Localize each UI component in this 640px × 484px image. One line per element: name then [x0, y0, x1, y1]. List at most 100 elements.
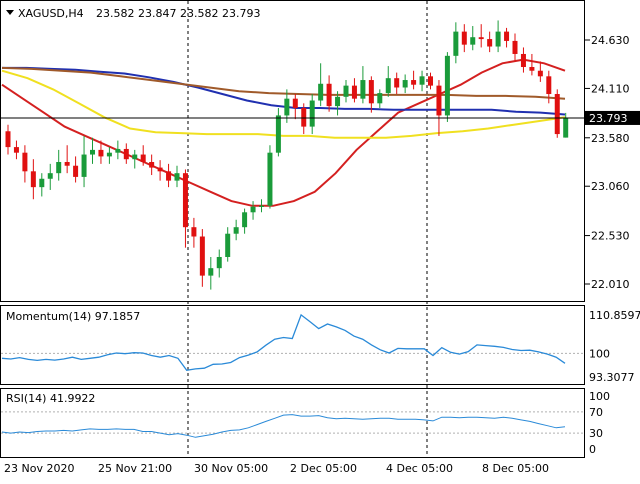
candle [259, 199, 264, 213]
candle [377, 89, 383, 108]
moving-average-red [1, 58, 566, 207]
moving-averages [1, 58, 566, 207]
candle [495, 20, 501, 53]
candle [30, 159, 36, 200]
current-price-tag: 23.793 [585, 110, 640, 125]
candle [318, 63, 324, 107]
momentum-line [1, 313, 566, 372]
rsi-axis: 100 70 30 0 [589, 390, 610, 456]
price-tick-3: 23.060 [585, 180, 630, 193]
time-axis: 23 Nov 2020 25 Nov 21:00 30 Nov 05:00 2 … [4, 462, 549, 475]
candle [242, 208, 248, 234]
price-tick-0: 24.630 [585, 34, 630, 47]
candle [436, 80, 442, 136]
candle [182, 169, 188, 248]
price-tick-1: 24.110 [585, 82, 630, 95]
candle [546, 70, 552, 104]
candle [360, 66, 366, 104]
candle [402, 74, 408, 94]
moving-average-brown [1, 66, 566, 100]
candle [394, 72, 400, 95]
candle [487, 31, 493, 53]
candle [98, 140, 104, 164]
momentum-tick-label: 100 [589, 347, 610, 360]
candle [563, 112, 569, 138]
candle [335, 91, 341, 116]
candle [461, 24, 467, 53]
moving-average-blue [2, 66, 566, 116]
rsi-line [1, 414, 566, 438]
candle [478, 24, 484, 48]
candle [343, 80, 349, 103]
price-tick-label: 23.060 [591, 180, 630, 193]
price-tick-label: 22.530 [591, 230, 630, 243]
chevron-down-icon[interactable] [6, 10, 14, 15]
time-tick-label: 4 Dec 05:00 [386, 462, 453, 475]
rsi-tick-label: 30 [589, 427, 603, 440]
candle [250, 201, 256, 220]
candle [166, 163, 172, 188]
symbol-label: XAGUSD,H4 [18, 7, 84, 20]
rsi-panel-frame [0, 388, 585, 458]
candle [149, 154, 155, 176]
chart-header: XAGUSD,H4 23.582 23.847 23.582 23.793 [6, 7, 260, 20]
candle [216, 249, 222, 278]
price-tick-label: 24.110 [591, 82, 630, 95]
candle [326, 75, 332, 112]
candle [56, 149, 62, 181]
candle [504, 27, 510, 48]
current-price-label: 23.793 [589, 112, 628, 125]
price-tick-2: 23.580 [585, 132, 630, 145]
time-tick-label: 30 Nov 05:00 [194, 462, 268, 475]
candle [81, 135, 87, 188]
candle [22, 145, 28, 183]
candle [157, 160, 163, 181]
candle [520, 47, 526, 73]
candle [301, 103, 307, 135]
candle [106, 147, 112, 164]
candle [275, 107, 281, 157]
candle [73, 156, 79, 183]
rsi-tick-label: 0 [589, 443, 596, 456]
time-tick-label: 23 Nov 2020 [4, 462, 74, 475]
candle [191, 217, 197, 248]
rsi-title: RSI(14) 41.9922 [6, 392, 95, 405]
candle [554, 89, 560, 138]
candle [453, 22, 459, 64]
candle [174, 165, 180, 188]
price-tick-label: 24.630 [591, 34, 630, 47]
candle [115, 140, 121, 160]
price-axis: 24.630 24.110 23.580 23.060 22.530 22.01… [585, 34, 630, 291]
time-tick-label: 25 Nov 21:00 [98, 462, 172, 475]
candle [428, 72, 433, 90]
rsi-tick-label: 100 [589, 390, 610, 403]
period-separators [187, 1, 428, 457]
candle [64, 145, 70, 174]
time-tick-label: 2 Dec 05:00 [290, 462, 357, 475]
candle [90, 137, 95, 164]
candle [140, 145, 146, 166]
candle [123, 143, 129, 164]
candle [385, 66, 391, 97]
moving-average-yellow [1, 69, 566, 139]
momentum-axis: 110.8597 100 93.3077 [589, 309, 640, 384]
candle [199, 229, 205, 287]
candle [470, 26, 476, 51]
price-tick-label: 22.010 [591, 278, 630, 291]
candle [309, 94, 315, 135]
candle [368, 76, 374, 113]
price-tick-label: 23.580 [591, 132, 630, 145]
candle [39, 173, 45, 197]
momentum-panel-frame [0, 305, 585, 385]
candle [47, 163, 53, 190]
momentum-title: Momentum(14) 97.1857 [6, 310, 140, 323]
candle [267, 145, 273, 209]
rsi-tick-label: 70 [589, 406, 603, 419]
price-panel-frame [0, 0, 585, 302]
candle [13, 140, 19, 160]
candle [208, 256, 214, 290]
momentum-tick-label: 93.3077 [589, 371, 635, 384]
time-tick-label: 8 Dec 05:00 [482, 462, 549, 475]
